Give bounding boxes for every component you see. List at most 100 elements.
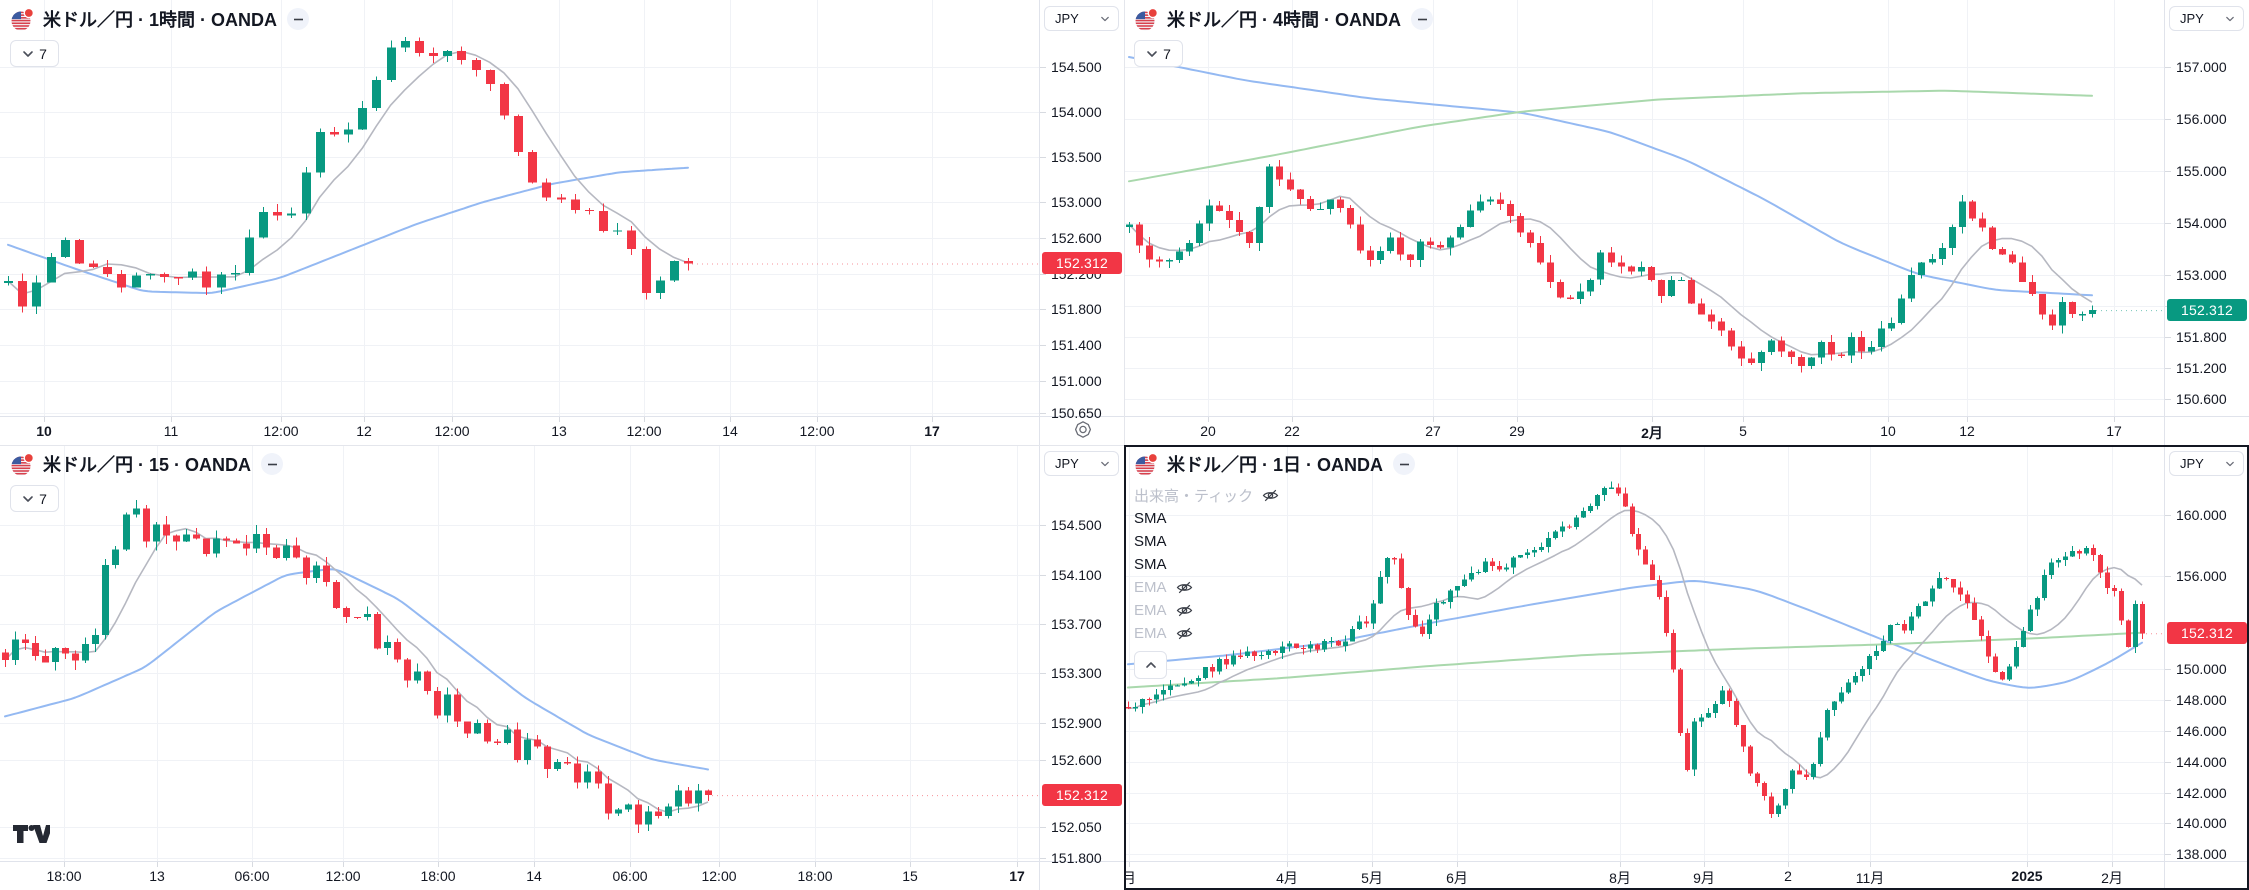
chevron-down-icon	[1100, 11, 1110, 26]
ma-line-sma-gray	[7, 50, 689, 295]
time-axis-label: 2025	[2011, 868, 2043, 884]
candles-series	[1126, 160, 2096, 373]
chart-title[interactable]: 米ドル／円 · 15 · OANDA	[43, 455, 252, 475]
price-axis-label: 154.000	[1051, 104, 1102, 120]
chart-header: 米ドル／円 · 1日 · OANDA 出来高・ティック SMA SMA SMA EMA EM…	[1134, 451, 1415, 679]
time-axis-label: 17	[924, 423, 940, 439]
chart-header: 米ドル／円 · 15 · OANDA 7	[10, 451, 284, 512]
price-axis-1日[interactable]: JPY 160.000 156.000 150.000 148.000 146.000 14…	[2164, 445, 2249, 890]
time-axis-tick	[1292, 417, 1293, 422]
time-axis-1日[interactable]: 月 4月 5月 6月 8月 9月 2 11月 2025 2月	[1124, 861, 2249, 890]
price-axis-label: 156.000	[2176, 111, 2227, 127]
price-axis-tick	[1040, 723, 1046, 724]
indicator-label[interactable]: SMA	[1134, 556, 1167, 573]
legend-collapse-button[interactable]	[1134, 651, 1167, 679]
indicator-label[interactable]: SMA	[1134, 533, 1167, 550]
candles-series	[1126, 481, 2145, 818]
time-axis-15[interactable]: 18:00 13 06:00 12:00 18:00 14 06:00 12:00 18:00 1…	[0, 861, 1124, 890]
price-chart-canvas-15[interactable]	[0, 445, 1039, 862]
time-axis-1時間[interactable]: 10 11 12:00 12 12:00 13 12:00 14 12:00 17	[0, 416, 1124, 445]
legend-toggle-button[interactable]: 7	[1134, 40, 1183, 67]
indicator-label[interactable]: 出来高・ティック	[1134, 488, 1254, 505]
time-axis-tick	[364, 417, 365, 422]
time-axis-tick	[630, 862, 631, 867]
hide-indicators-button[interactable]	[287, 8, 309, 30]
price-axis-tick	[1040, 274, 1046, 275]
price-axis-tick	[1040, 760, 1046, 761]
indicator-label[interactable]: SMA	[1134, 510, 1167, 527]
eye-off-icon[interactable]	[1262, 487, 1279, 504]
time-axis-tick	[252, 862, 253, 867]
time-axis-label: 13	[551, 423, 567, 439]
price-chart-canvas-4時間[interactable]	[1124, 0, 2164, 417]
price-axis-tick	[1040, 309, 1046, 310]
price-scale-gear-icon[interactable]	[1073, 420, 1092, 444]
indicator-label[interactable]: EMA	[1134, 579, 1167, 596]
price-axis-label: 155.000	[2176, 163, 2227, 179]
price-axis-label: 151.000	[1051, 373, 1102, 389]
indicator-legend: 出来高・ティック SMA SMA SMA EMA EMA EMA	[1134, 484, 1415, 645]
chart-pane-usdjpy-1h: JPY 154.500 154.000 153.500 153.000 152.600 15…	[0, 0, 1124, 445]
time-axis-tick	[719, 862, 720, 867]
price-axis-tick	[2165, 119, 2171, 120]
currency-dropdown[interactable]: JPY	[1044, 6, 1119, 31]
price-axis-label: 153.300	[1051, 665, 1102, 681]
hide-indicators-button[interactable]	[1411, 8, 1433, 30]
indicator-label[interactable]: EMA	[1134, 625, 1167, 642]
price-axis-label: 153.000	[1051, 194, 1102, 210]
price-axis-label: 142.000	[2176, 785, 2227, 801]
time-axis-tick	[910, 862, 911, 867]
currency-dropdown[interactable]: JPY	[1044, 451, 1119, 476]
price-axis-15[interactable]: JPY 154.500 154.100 153.700 153.300 152.900 15…	[1039, 445, 1124, 890]
price-axis-label: 154.500	[1051, 59, 1102, 75]
chart-title-row: 米ドル／円 · 1日 · OANDA	[1134, 451, 1415, 477]
grid-lines	[1124, 0, 2164, 417]
time-axis-label: 13	[149, 868, 165, 884]
price-axis-label: 152.600	[1051, 752, 1102, 768]
time-axis-label: 14	[526, 868, 542, 884]
hide-indicators-button[interactable]	[1393, 453, 1415, 475]
time-axis-label: 10	[1880, 423, 1896, 439]
indicator-label[interactable]: EMA	[1134, 602, 1167, 619]
time-axis-label: 12	[1959, 423, 1975, 439]
time-axis-tick	[2114, 417, 2115, 422]
pane-divider-horizontal[interactable]	[0, 445, 2249, 446]
eye-off-icon[interactable]	[1176, 602, 1193, 619]
price-axis-label: 151.200	[2176, 360, 2227, 376]
chart-title-row: 米ドル／円 · 15 · OANDA	[10, 451, 284, 477]
time-axis-label: 2	[1784, 868, 1792, 884]
time-axis-label: 14	[722, 423, 738, 439]
legend-toggle-button[interactable]: 7	[10, 40, 59, 67]
price-axis-4時間[interactable]: JPY 157.000 156.000 155.000 154.000 153.000 15…	[2164, 0, 2249, 445]
price-chart-canvas-1時間[interactable]	[0, 0, 1039, 417]
last-price-badge: 152.312	[2167, 299, 2247, 321]
time-axis-label: 17	[1009, 868, 1025, 884]
currency-dropdown[interactable]: JPY	[2169, 451, 2244, 476]
price-axis-tick	[2165, 762, 2171, 763]
time-axis-tick	[2027, 862, 2028, 867]
tradingview-logo[interactable]	[12, 823, 53, 850]
price-axis-1時間[interactable]: JPY 154.500 154.000 153.500 153.000 152.600 15…	[1039, 0, 1124, 445]
price-axis-label: 154.500	[1051, 517, 1102, 533]
price-axis-tick	[2165, 67, 2171, 68]
chart-title[interactable]: 米ドル／円 · 1日 · OANDA	[1167, 455, 1383, 475]
legend-row: SMA	[1134, 507, 1415, 530]
time-axis-label: 15	[902, 868, 918, 884]
eye-off-icon[interactable]	[1176, 579, 1193, 596]
price-axis-tick	[1040, 67, 1046, 68]
eye-off-icon[interactable]	[1176, 625, 1193, 642]
chart-title[interactable]: 米ドル／円 · 4時間 · OANDA	[1167, 10, 1401, 30]
time-axis-4時間[interactable]: 20 22 27 29 2月 5 10 12 17	[1124, 416, 2249, 445]
grid-lines	[1124, 445, 2164, 862]
price-axis-tick	[1040, 525, 1046, 526]
legend-toggle-button[interactable]: 7	[10, 485, 59, 512]
time-axis-label: 5月	[1361, 870, 1383, 886]
legend-row: 出来高・ティック	[1134, 484, 1415, 507]
price-chart-canvas-1日[interactable]	[1124, 445, 2164, 862]
price-axis-label: 153.500	[1051, 149, 1102, 165]
currency-dropdown[interactable]: JPY	[2169, 6, 2244, 31]
chart-title[interactable]: 米ドル／円 · 1時間 · OANDA	[43, 10, 277, 30]
hide-indicators-button[interactable]	[261, 453, 284, 475]
chevron-down-icon	[2225, 456, 2235, 471]
